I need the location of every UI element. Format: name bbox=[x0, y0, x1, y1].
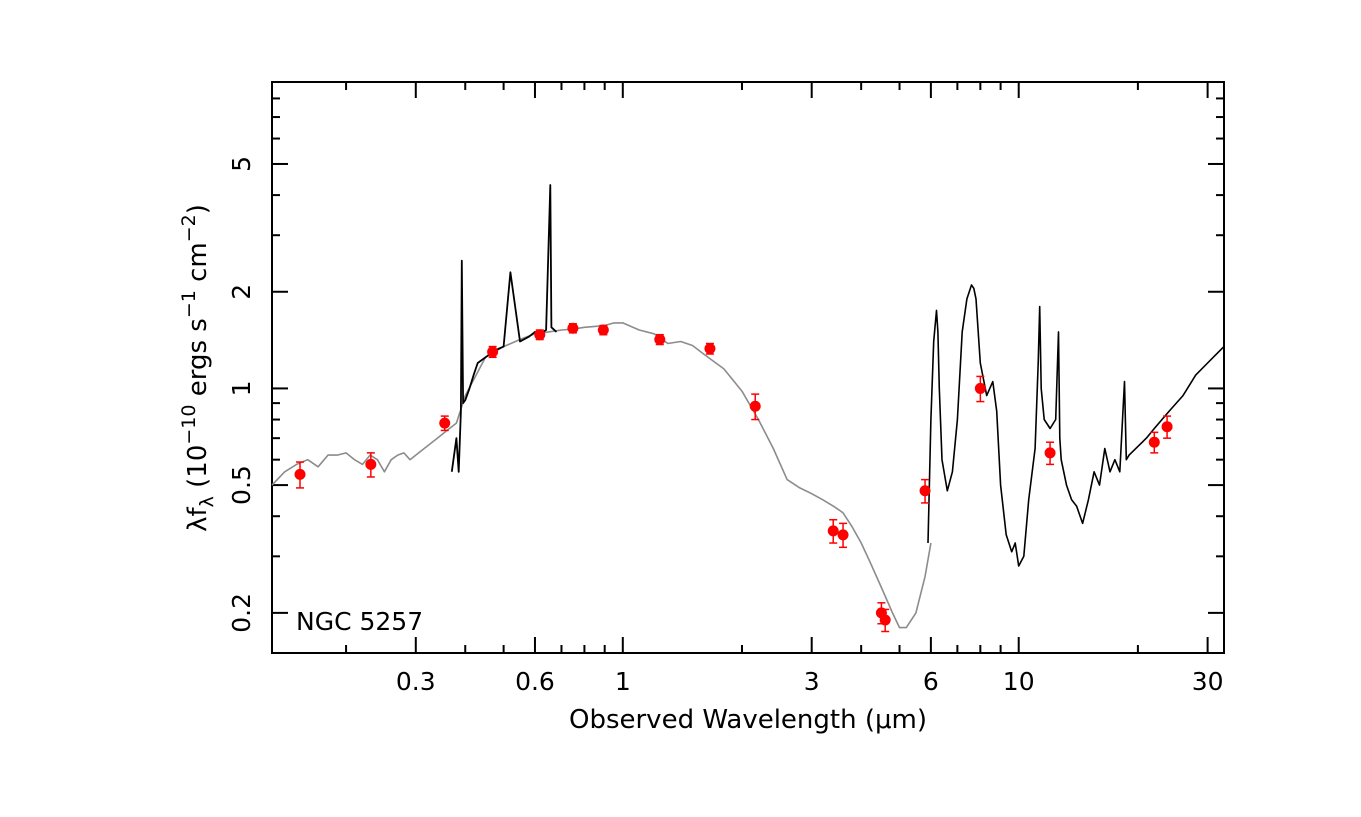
y-tick-label: 2 bbox=[227, 284, 256, 300]
y-tick-label: 0.2 bbox=[227, 593, 256, 633]
x-axis-title: Observed Wavelength (μm) bbox=[569, 705, 927, 735]
optical-spectrum-line bbox=[450, 184, 558, 473]
photometry-point bbox=[365, 458, 377, 470]
photometry-point bbox=[294, 468, 306, 480]
photometry-point bbox=[749, 400, 761, 412]
x-tick-label: 3 bbox=[804, 667, 820, 696]
x-tick-label: 10 bbox=[1003, 667, 1035, 696]
y-tick-label: 1 bbox=[227, 380, 256, 396]
y-tick-label: 0.5 bbox=[227, 465, 256, 505]
photometry-point bbox=[1148, 436, 1160, 448]
panel-label: NGC 5257 bbox=[296, 607, 423, 636]
y-axis-title: λfλ (10−10 ergs s−1 cm−2) bbox=[178, 204, 218, 532]
photometry-point bbox=[1044, 447, 1056, 459]
plot-frame bbox=[271, 81, 1225, 654]
photometry-point bbox=[974, 382, 986, 394]
photometry-point bbox=[567, 322, 579, 334]
photometry-point bbox=[827, 525, 839, 537]
photometry-point bbox=[919, 485, 931, 497]
photometry-point bbox=[837, 529, 849, 541]
photometry-point bbox=[439, 417, 451, 429]
photometry-point bbox=[1161, 421, 1173, 433]
photometry-point bbox=[487, 346, 499, 358]
ir-spectrum-line bbox=[927, 284, 1225, 567]
x-tick-label: 30 bbox=[1192, 667, 1224, 696]
photometry-point bbox=[597, 324, 609, 336]
photometry-point bbox=[704, 343, 716, 355]
axis-ticks: 0.3 0.6 1 3 6 10 30 0.2 0.5 1 2 5 bbox=[227, 81, 1224, 696]
photometry-point bbox=[879, 614, 891, 626]
x-tick-label: 1 bbox=[615, 667, 631, 696]
data-lines bbox=[271, 184, 1225, 629]
photometry-point bbox=[654, 334, 666, 346]
y-tick-label: 5 bbox=[227, 156, 256, 172]
x-tick-label: 6 bbox=[923, 667, 939, 696]
x-tick-label: 0.3 bbox=[396, 667, 436, 696]
photometry-points bbox=[294, 322, 1173, 633]
photometry-point bbox=[534, 329, 546, 341]
x-tick-label: 0.6 bbox=[515, 667, 555, 696]
